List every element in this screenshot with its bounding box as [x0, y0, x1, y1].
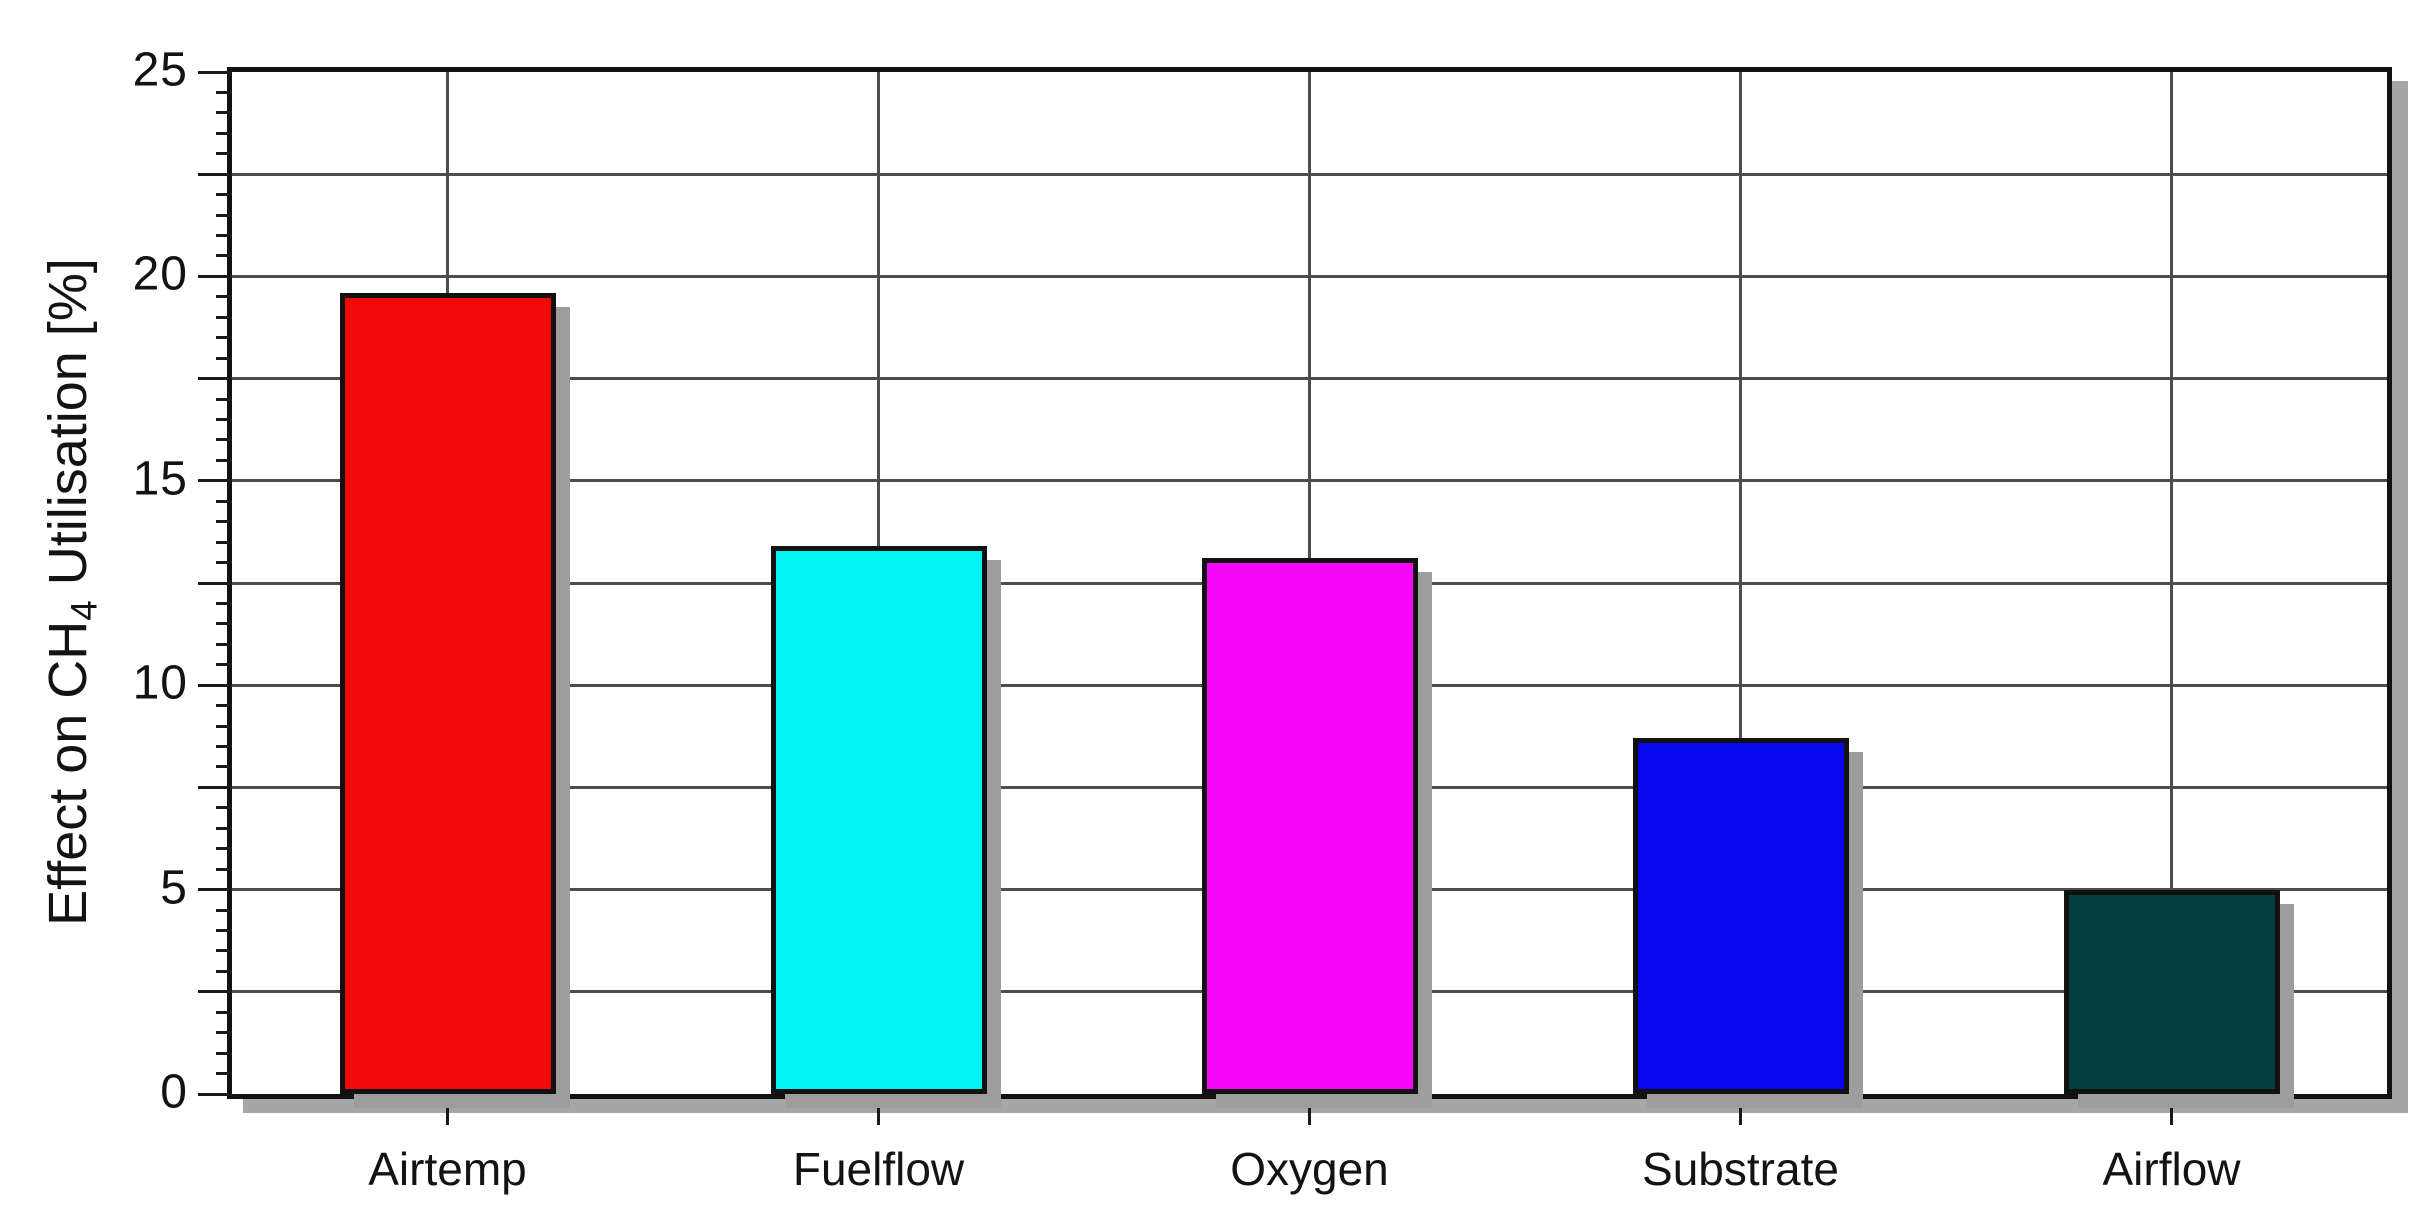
x-category-label-fuelflow: Fuelflow — [792, 1143, 965, 1195]
y-minor-tick-9.0 — [216, 724, 232, 728]
y-minor-tick-18.0 — [216, 356, 232, 360]
y-minor-tick-8.0 — [216, 765, 232, 769]
y-minor-tick-21.5 — [216, 213, 232, 217]
y-minor-tick-15.5 — [216, 458, 232, 462]
y-minor-tick-10.5 — [216, 663, 232, 667]
y-major-tick-22.5 — [198, 172, 232, 176]
y-minor-tick-24.0 — [216, 111, 232, 115]
y-minor-tick-11.5 — [216, 622, 232, 626]
y-minor-tick-12.0 — [216, 601, 232, 605]
y-minor-tick-19.5 — [216, 295, 232, 299]
y-major-tick-25.0 — [198, 70, 232, 74]
y-major-tick-10.0 — [198, 683, 232, 687]
x-tick-airflow — [2170, 1099, 2173, 1125]
x-tick-airtemp — [446, 1099, 449, 1125]
y-axis-title: Effect on CH4 Utilisation [%] — [36, 42, 104, 1142]
y-minor-tick-6.5 — [216, 826, 232, 830]
y-major-tick-15.0 — [198, 479, 232, 483]
bar-fuelflow — [770, 546, 987, 1094]
y-minor-tick-16.0 — [216, 438, 232, 442]
y-tick-label-25: 25 — [132, 43, 188, 97]
x-tick-substrate — [1739, 1099, 1742, 1125]
y-major-tick-12.5 — [198, 581, 232, 585]
y-minor-tick-17.0 — [216, 397, 232, 401]
bar-airflow — [2063, 889, 2280, 1094]
y-major-tick-20.0 — [198, 274, 232, 278]
y-minor-tick-1.0 — [216, 1051, 232, 1055]
v-gridline-airflow — [2170, 72, 2173, 1094]
y-minor-tick-21.0 — [216, 234, 232, 238]
y-minor-tick-14.5 — [216, 499, 232, 503]
y-major-tick-7.5 — [198, 785, 232, 789]
y-minor-tick-19.0 — [216, 315, 232, 319]
y-minor-tick-16.5 — [216, 417, 232, 421]
y-minor-tick-0.5 — [216, 1072, 232, 1076]
y-tick-label-20: 20 — [132, 247, 188, 301]
y-minor-tick-9.5 — [216, 704, 232, 708]
y-tick-label-10: 10 — [132, 656, 188, 710]
y-minor-tick-8.5 — [216, 745, 232, 749]
y-minor-tick-13.0 — [216, 561, 232, 565]
y-minor-tick-13.5 — [216, 540, 232, 544]
y-minor-tick-3.0 — [216, 969, 232, 973]
y-minor-tick-5.5 — [216, 867, 232, 871]
y-minor-tick-2.0 — [216, 1010, 232, 1014]
y-axis-title-subscript: 4 — [63, 600, 105, 621]
y-minor-tick-14.0 — [216, 520, 232, 524]
x-category-label-airflow: Airflow — [2102, 1143, 2241, 1195]
plot-area — [227, 67, 2392, 1099]
y-axis-title-units: Utilisation [%] — [38, 258, 98, 601]
y-tick-label-0: 0 — [160, 1065, 188, 1119]
y-minor-tick-4.5 — [216, 908, 232, 912]
y-minor-tick-6.0 — [216, 847, 232, 851]
y-minor-tick-4.0 — [216, 928, 232, 932]
x-category-label-oxygen: Oxygen — [1230, 1143, 1389, 1195]
y-tick-label-5: 5 — [160, 860, 188, 914]
y-major-tick-0.0 — [198, 1092, 232, 1096]
y-minor-tick-11.0 — [216, 642, 232, 646]
y-minor-tick-24.5 — [216, 90, 232, 94]
v-gridline-substrate — [1739, 72, 1742, 1094]
x-category-label-airtemp: Airtemp — [368, 1143, 527, 1195]
y-minor-tick-18.5 — [216, 336, 232, 340]
y-minor-tick-20.5 — [216, 254, 232, 258]
y-minor-tick-1.5 — [216, 1031, 232, 1035]
y-major-tick-5.0 — [198, 888, 232, 892]
y-major-tick-2.5 — [198, 990, 232, 994]
y-minor-tick-3.5 — [216, 949, 232, 953]
y-major-tick-17.5 — [198, 377, 232, 381]
bar-airtemp — [339, 292, 556, 1094]
y-minor-tick-23.0 — [216, 152, 232, 156]
x-tick-oxygen — [1308, 1099, 1311, 1125]
bar-substrate — [1632, 738, 1849, 1094]
y-minor-tick-23.5 — [216, 131, 232, 135]
y-minor-tick-7.0 — [216, 806, 232, 810]
x-category-label-substrate: Substrate — [1642, 1143, 1839, 1195]
y-tick-label-15: 15 — [132, 452, 188, 506]
y-minor-tick-22.0 — [216, 193, 232, 197]
bar-oxygen — [1201, 558, 1418, 1094]
x-tick-fuelflow — [877, 1099, 880, 1125]
